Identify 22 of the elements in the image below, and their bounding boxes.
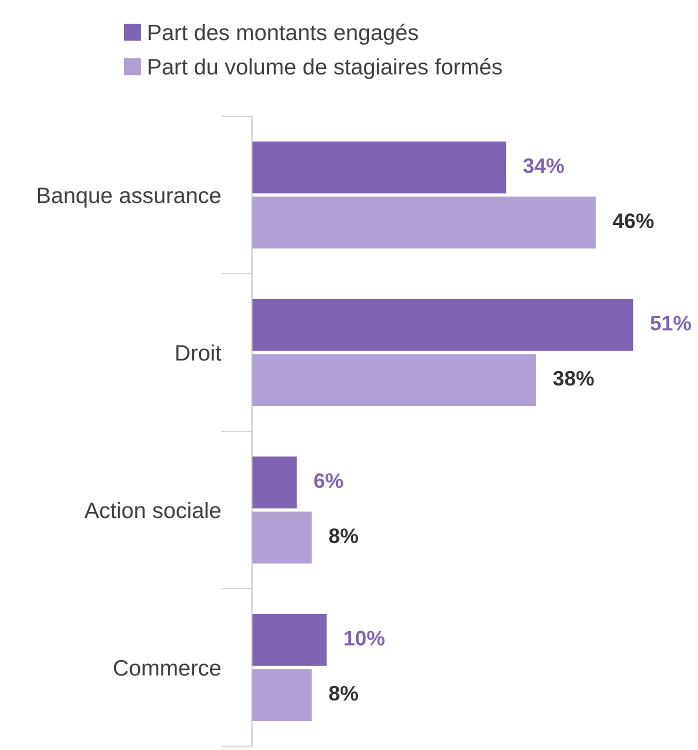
data-label: 38% [553,370,594,386]
y-tick-label: Action sociale [84,502,220,518]
data-label: 51% [650,316,692,331]
bar [252,354,536,406]
data-label: 46% [612,213,654,228]
bar [252,196,596,249]
bar [252,614,327,666]
bar [252,456,297,508]
bar [252,141,506,194]
legend-label: Part des montants engagés [148,24,418,45]
data-label: 10% [344,630,385,646]
bar [252,512,312,564]
legend-label: Part du volume de stagiaires formés [148,58,502,80]
y-tick-label: Droit [176,344,222,361]
bar [252,669,312,722]
bar [252,298,634,351]
data-label: 8% [329,528,358,544]
data-label: 34% [523,158,564,174]
y-tick-label: Banque assurance [38,188,220,208]
data-label: 8% [329,686,358,701]
y-tick-label: Commerce [114,660,220,676]
data-label: 6% [314,473,344,488]
